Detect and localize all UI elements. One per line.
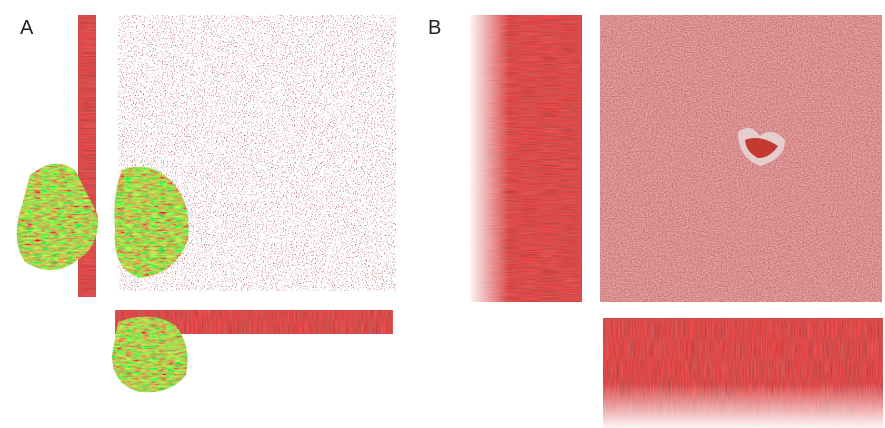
- side-view-b: [470, 15, 582, 302]
- bottom-block-b: [603, 318, 883, 428]
- specimen: [112, 317, 188, 393]
- panel-label: A: [20, 17, 34, 39]
- bottom-view-b: [603, 318, 883, 428]
- page: {"panels": [{"label": "A"}, {"label": "B…: [0, 0, 885, 428]
- side-block-b: [470, 15, 582, 302]
- panel-label: B: [428, 17, 441, 39]
- main-view-b: [600, 15, 882, 302]
- figure: A B: [0, 0, 885, 428]
